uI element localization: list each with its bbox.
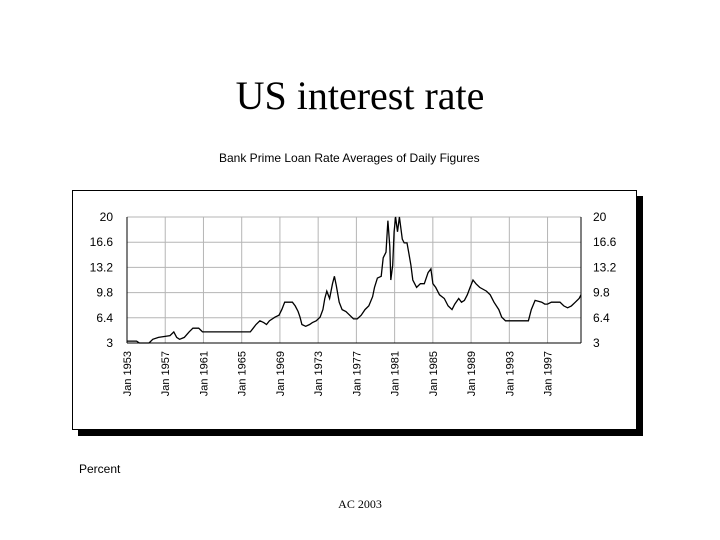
y-tick-label-left: 3 [106,336,113,350]
y-tick-label-left: 20 [100,210,114,224]
y-tick-label-left: 13.2 [90,260,114,274]
x-tick-label: Jan 1965 [237,351,249,396]
y-tick-label-left: 6.4 [96,311,113,325]
x-tick-label: Jan 1977 [351,351,363,396]
x-tick-label: Jan 1969 [275,351,287,396]
series-line-prime-rate [127,216,582,344]
x-tick-label: Jan 1973 [313,351,325,396]
chart-title: Bank Prime Loan Rate Averages of Daily F… [219,151,480,165]
chart-panel: 20 20 16.6 16.6 13.2 13.2 9.8 9.8 6.4 6.4 3 3 Jan 19… [72,190,637,430]
x-tick-label: Jan 1997 [543,351,555,396]
slide-title: US interest rate [235,73,485,118]
y-tick-label-right: 13.2 [593,260,617,274]
y-tick-label-left: 16.6 [90,235,114,249]
x-tick-label: Jan 1981 [390,351,402,396]
x-tick-label: Jan 1985 [428,351,440,396]
x-tick-label: Jan 1953 [122,351,134,396]
y-tick-label-right: 9.8 [593,286,610,300]
y-tick-label-left: 9.8 [96,286,113,300]
y-tick-label-right: 16.6 [593,235,617,249]
x-tick-label: Jan 1961 [198,351,210,396]
y-tick-label-right: 20 [593,210,607,224]
slide-footer: AC 2003 [338,497,382,511]
x-tick-label: Jan 1957 [160,351,172,396]
y-axis-unit-label: Percent [79,462,121,476]
x-tick-label: Jan 1989 [466,351,478,396]
y-tick-label-right: 3 [593,336,600,350]
chart-plot: 20 20 16.6 16.6 13.2 13.2 9.8 9.8 6.4 6.4 3 3 Jan 19… [90,210,617,396]
y-tick-label-right: 6.4 [593,311,610,325]
x-tick-label: Jan 1993 [504,351,516,396]
